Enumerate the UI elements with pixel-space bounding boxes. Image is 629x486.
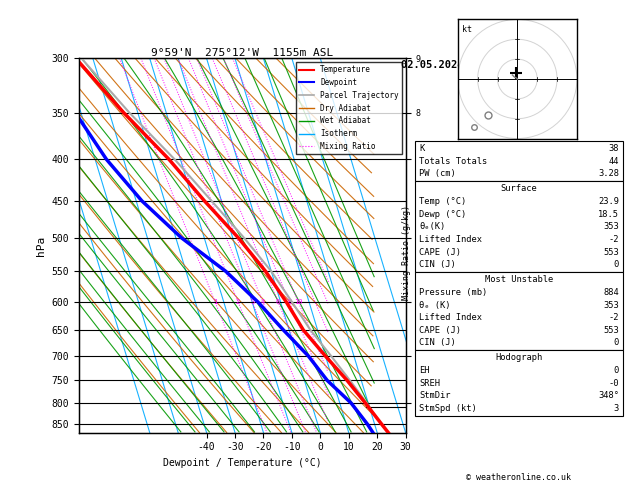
Text: CAPE (J): CAPE (J) [419, 326, 461, 335]
Text: 18.5: 18.5 [598, 209, 619, 219]
Text: © weatheronline.co.uk: © weatheronline.co.uk [467, 473, 571, 482]
Text: Lifted Index: Lifted Index [419, 235, 482, 244]
Text: Dewp (°C): Dewp (°C) [419, 209, 466, 219]
Text: Pressure (mb): Pressure (mb) [419, 288, 487, 297]
Text: 0: 0 [614, 338, 619, 347]
Text: -2: -2 [608, 313, 619, 322]
Text: EH: EH [419, 366, 430, 375]
Text: 0: 0 [614, 260, 619, 269]
Text: 553: 553 [603, 326, 619, 335]
Text: Totals Totals: Totals Totals [419, 156, 487, 166]
Text: θₑ (K): θₑ (K) [419, 300, 450, 310]
Text: 3: 3 [614, 404, 619, 413]
Text: 23.9: 23.9 [598, 197, 619, 206]
Text: Most Unstable: Most Unstable [485, 275, 553, 284]
Title: 9°59'N  275°12'W  1155m ASL: 9°59'N 275°12'W 1155m ASL [151, 48, 333, 57]
Text: K: K [419, 144, 424, 153]
Y-axis label: hPa: hPa [36, 235, 46, 256]
Text: PW (cm): PW (cm) [419, 169, 455, 178]
Text: StmDir: StmDir [419, 391, 450, 400]
Text: CIN (J): CIN (J) [419, 338, 455, 347]
Text: kt: kt [462, 25, 472, 35]
Text: Mixing Ratio (g/kg): Mixing Ratio (g/kg) [403, 205, 411, 300]
Text: 6: 6 [276, 299, 281, 305]
Text: Lifted Index: Lifted Index [419, 313, 482, 322]
Text: 1: 1 [213, 299, 217, 305]
Text: 353: 353 [603, 222, 619, 231]
Text: LCL: LCL [445, 402, 460, 411]
Text: 3.28: 3.28 [598, 169, 619, 178]
Text: θₑ(K): θₑ(K) [419, 222, 445, 231]
Text: SREH: SREH [419, 379, 440, 388]
Text: 353: 353 [603, 300, 619, 310]
Text: CIN (J): CIN (J) [419, 260, 455, 269]
X-axis label: Dewpoint / Temperature (°C): Dewpoint / Temperature (°C) [163, 458, 321, 468]
Text: Hodograph: Hodograph [495, 353, 543, 363]
Text: 8: 8 [287, 299, 291, 305]
Text: Surface: Surface [501, 184, 537, 193]
Text: CAPE (J): CAPE (J) [419, 247, 461, 257]
Text: -0: -0 [608, 379, 619, 388]
Text: StmSpd (kt): StmSpd (kt) [419, 404, 477, 413]
Text: Temp (°C): Temp (°C) [419, 197, 466, 206]
Text: -2: -2 [608, 235, 619, 244]
Text: 348°: 348° [598, 391, 619, 400]
Text: 10: 10 [294, 299, 303, 305]
Text: 38: 38 [608, 144, 619, 153]
Text: 3: 3 [250, 299, 255, 305]
Text: 553: 553 [603, 247, 619, 257]
Y-axis label: km
ASL: km ASL [438, 245, 453, 265]
Text: 44: 44 [608, 156, 619, 166]
Text: 2: 2 [236, 299, 240, 305]
Text: 02.05.2024  03GMT (Base: 12): 02.05.2024 03GMT (Base: 12) [401, 60, 576, 70]
Text: 884: 884 [603, 288, 619, 297]
Legend: Temperature, Dewpoint, Parcel Trajectory, Dry Adiabat, Wet Adiabat, Isotherm, Mi: Temperature, Dewpoint, Parcel Trajectory… [296, 62, 402, 154]
Text: 4: 4 [260, 299, 265, 305]
Text: 0: 0 [614, 366, 619, 375]
